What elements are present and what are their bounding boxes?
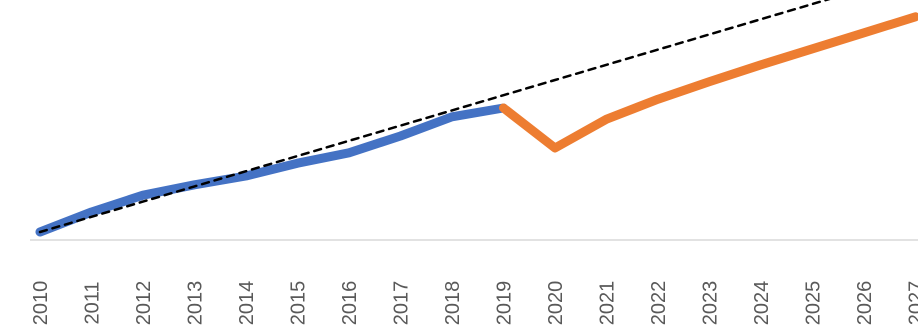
x-tick-label: 2024 (751, 281, 773, 326)
x-tick-label: 2027 (906, 281, 918, 326)
x-tick-label: 2011 (82, 281, 104, 324)
x-tick-label: 2020 (545, 281, 567, 326)
x-tick-label: 2026 (854, 281, 876, 326)
series-layer (35, 0, 918, 237)
x-tick-label: 2015 (288, 281, 310, 326)
x-tick-label: 2010 (30, 281, 52, 326)
actual-series-line (35, 103, 508, 237)
x-tick-label: 2021 (597, 281, 619, 326)
x-tick-label: 2022 (648, 281, 670, 326)
x-tick-labels: 2010 2011 2012 2013 2014 2015 2016 2017 2018 2019… (30, 281, 918, 326)
x-tick-label: 2016 (339, 281, 361, 326)
forecast-series-line (499, 12, 918, 153)
trend-line-dashed (38, 0, 831, 234)
x-tick-label: 2023 (700, 281, 722, 326)
x-tick-label: 2017 (391, 281, 413, 326)
x-tick-label: 2025 (803, 281, 825, 326)
x-tick-label: 2014 (236, 281, 258, 326)
x-tick-label: 2018 (442, 281, 464, 326)
x-tick-label: 2013 (185, 281, 207, 326)
x-tick-label: 2012 (133, 281, 155, 326)
x-tick-label: 2019 (494, 281, 516, 326)
